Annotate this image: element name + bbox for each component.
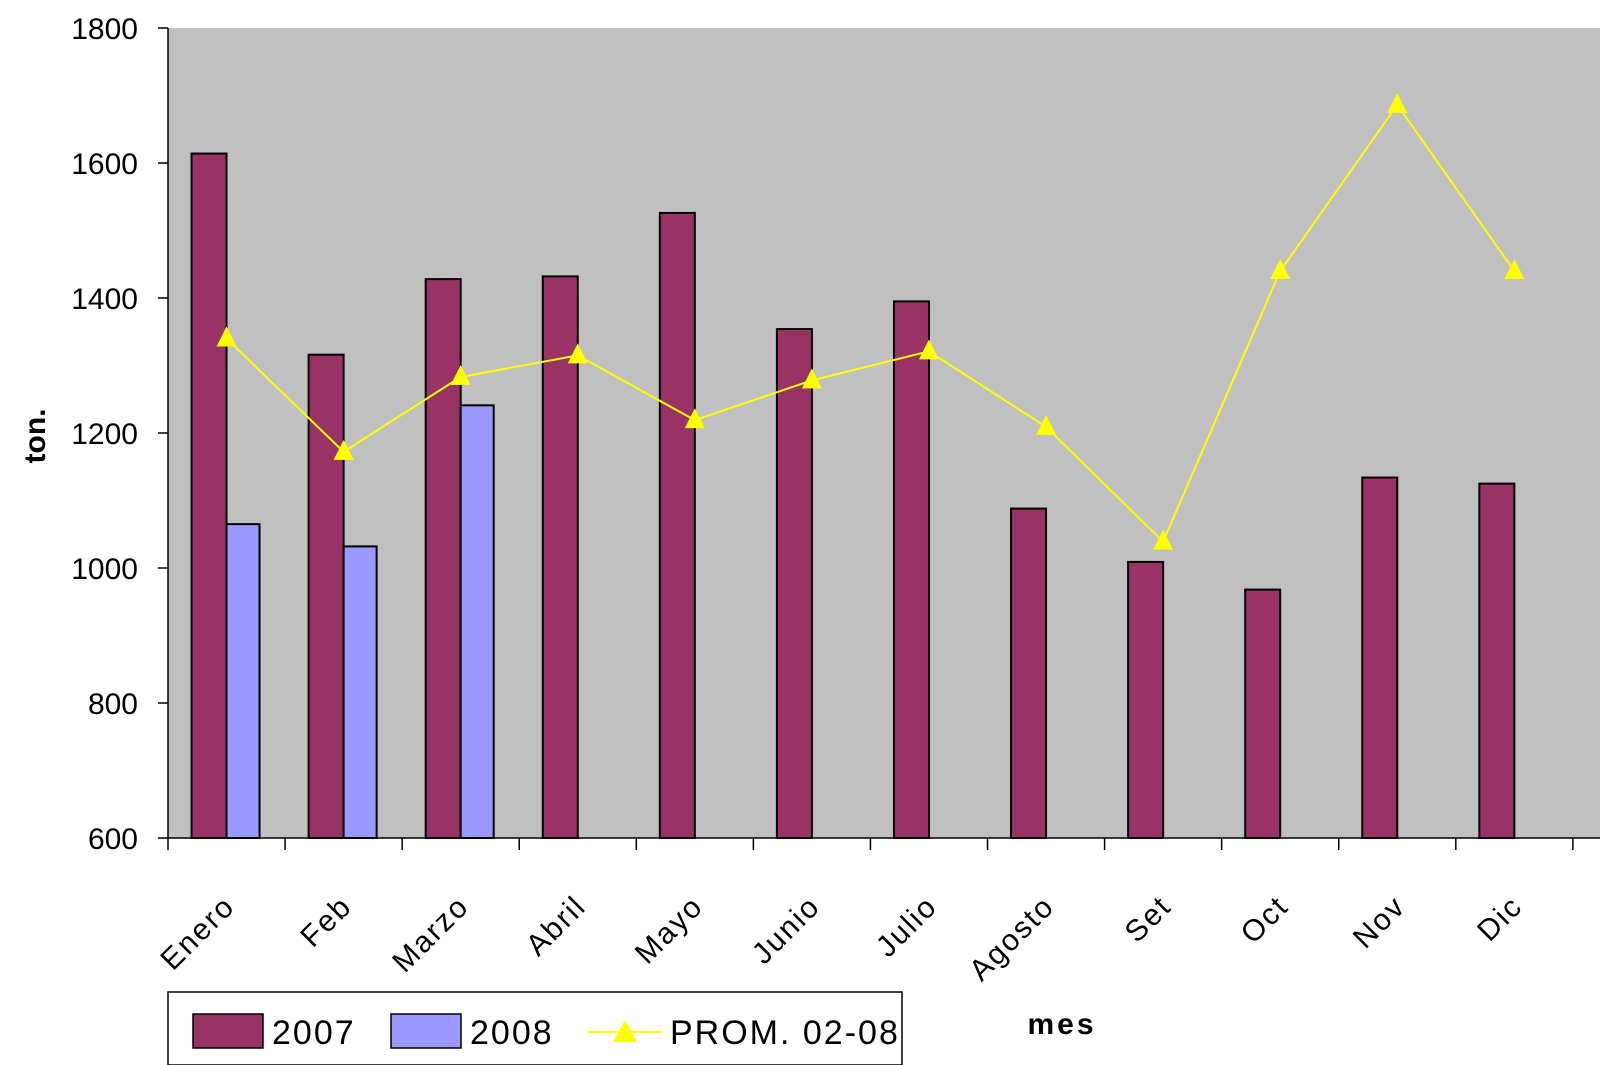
bar-2007-julio bbox=[892, 300, 930, 839]
prom-point-abril bbox=[567, 343, 588, 364]
y-axis-title: ton. bbox=[19, 409, 52, 464]
prom-point-mayo bbox=[684, 408, 705, 429]
bar-2008-feb bbox=[342, 545, 378, 840]
bar-2007-abril bbox=[541, 275, 579, 839]
bar-2007-set bbox=[1127, 560, 1165, 839]
x-tick-label: Set bbox=[1119, 890, 1178, 949]
bar-2007-oct bbox=[1244, 588, 1282, 839]
bar-2007-agosto bbox=[1010, 507, 1048, 839]
x-axis-ticks: Enero Feb Marzo Abril Mayo Junio Julio Agosto Se… bbox=[154, 838, 1574, 988]
legend-label-2007: 2007 bbox=[272, 1014, 356, 1052]
y-tick-label: 1800 bbox=[71, 13, 138, 46]
bar-2007-dic bbox=[1478, 482, 1516, 839]
bar-2008-marzo bbox=[459, 404, 495, 839]
x-axis-title: mes bbox=[1027, 1008, 1096, 1041]
y-tick-label: 1200 bbox=[71, 418, 138, 451]
prom-point-marzo bbox=[450, 364, 471, 385]
prom-point-enero bbox=[216, 326, 237, 347]
y-tick-label: 1400 bbox=[71, 283, 138, 316]
legend-box bbox=[167, 991, 903, 1065]
prom-point-julio bbox=[918, 339, 939, 360]
x-tick-label: Julio bbox=[870, 890, 944, 964]
prom-point-junio bbox=[801, 368, 822, 389]
bar-2007-nov bbox=[1361, 476, 1399, 839]
x-tick-label: Nov bbox=[1347, 890, 1412, 955]
bar-2007-enero bbox=[190, 152, 228, 840]
prom-point-nov bbox=[1387, 92, 1408, 113]
prom-point-agosto bbox=[1036, 414, 1057, 435]
x-tick-label: Junio bbox=[746, 890, 827, 971]
bar-2007-mayo bbox=[658, 211, 696, 839]
x-tick-label: Dic bbox=[1471, 890, 1529, 948]
legend-swatch-2008 bbox=[390, 1013, 462, 1049]
y-tick-label: 600 bbox=[88, 823, 138, 856]
bar-2007-marzo bbox=[424, 278, 462, 840]
y-axis-ticks: 600 800 1000 1200 1400 1600 1800 bbox=[71, 13, 168, 856]
bar-2007-feb bbox=[307, 353, 345, 839]
x-tick-label: Enero bbox=[154, 890, 241, 977]
prom-line bbox=[225, 103, 1516, 544]
line-layer bbox=[216, 92, 1525, 550]
bar-2008-enero bbox=[225, 523, 261, 839]
bar-layer bbox=[190, 152, 1516, 840]
x-tick-label: Marzo bbox=[386, 890, 475, 979]
prom-point-oct bbox=[1270, 259, 1291, 279]
x-tick-label: Agosto bbox=[963, 890, 1061, 988]
legend: 2007 2008 PROM. 02-08 bbox=[167, 991, 903, 1065]
x-tick-label: Feb bbox=[294, 890, 358, 954]
y-tick-label: 800 bbox=[88, 688, 138, 721]
x-tick-label: Abril bbox=[520, 890, 593, 963]
legend-swatch-2007 bbox=[192, 1013, 264, 1049]
x-tick-label: Oct bbox=[1235, 890, 1296, 951]
y-tick-label: 1600 bbox=[71, 148, 138, 181]
x-tick-label: Mayo bbox=[629, 890, 710, 971]
prom-point-set bbox=[1153, 529, 1174, 550]
legend-marker-prom bbox=[613, 1020, 637, 1042]
prom-point-dic bbox=[1504, 259, 1525, 279]
legend-label-prom: PROM. 02-08 bbox=[670, 1014, 900, 1052]
prom-point-feb bbox=[333, 439, 354, 460]
y-tick-label: 1000 bbox=[71, 553, 138, 586]
legend-label-2008: 2008 bbox=[470, 1014, 554, 1052]
bar-2007-junio bbox=[775, 328, 813, 839]
